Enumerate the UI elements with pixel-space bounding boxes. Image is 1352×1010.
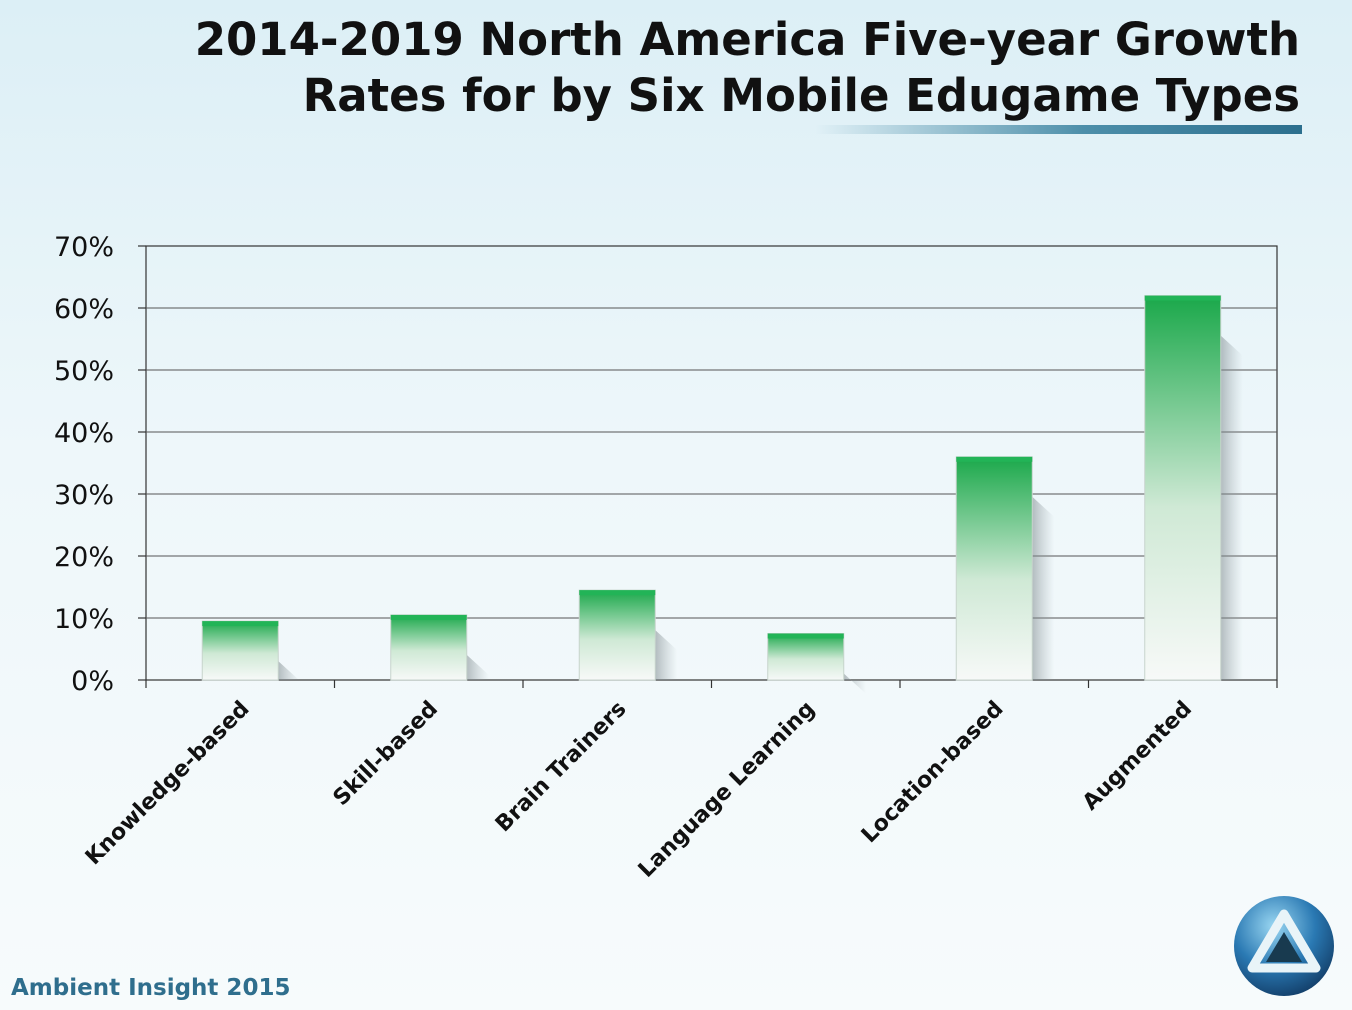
y-tick-label: 0% [71,666,114,697]
x-tick-label: Augmented [1078,697,1197,816]
chart-title-line-1: 2014-2019 North America Five-year Growth [194,13,1300,66]
y-tick-label: 60% [54,294,114,325]
bar-shadow [1220,335,1243,680]
x-tick-label: Language Learning [634,697,820,883]
x-tick-label: Brain Trainers [491,697,631,837]
bar-top-edge [202,621,279,627]
bar-top-edge [767,633,844,639]
triangle-sphere-logo-icon [1234,896,1334,996]
y-tick-label: 70% [54,232,114,263]
x-tick-label: Skill-based [329,697,443,811]
bar-shadow [843,673,866,694]
y-tick-label: 50% [54,356,114,387]
bar-brain-trainers [578,589,656,681]
chart-title: 2014-2019 North America Five-year Growth… [100,12,1300,124]
y-tick-label: 40% [54,418,114,449]
bar-shadow [278,661,301,682]
y-tick-label: 30% [54,480,114,511]
bar-top-edge [956,456,1033,462]
bar-top-edge [579,590,656,596]
bar-skill-based [390,614,468,681]
title-underline [815,125,1302,134]
y-tick-label: 10% [54,604,114,635]
bar-location-based [955,456,1033,681]
bar-augmented [1144,295,1222,681]
chart-title-line-2: Rates for by Six Mobile Edugame Types [302,69,1300,122]
x-tick-label: Knowledge-based [81,697,255,871]
bar-shadow [655,630,678,680]
bar-top-edge [1144,295,1221,301]
y-tick-label: 20% [54,542,114,573]
bar-shadow [466,654,489,680]
bar-top-edge [390,614,467,620]
bar-shadow [1032,496,1055,680]
plot-area [145,245,1278,681]
bar-knowledge-based [201,620,279,681]
x-tick-label: Location-based [857,697,1009,849]
source-credit: Ambient Insight 2015 [11,975,291,1001]
bar-language-learning [767,633,845,681]
